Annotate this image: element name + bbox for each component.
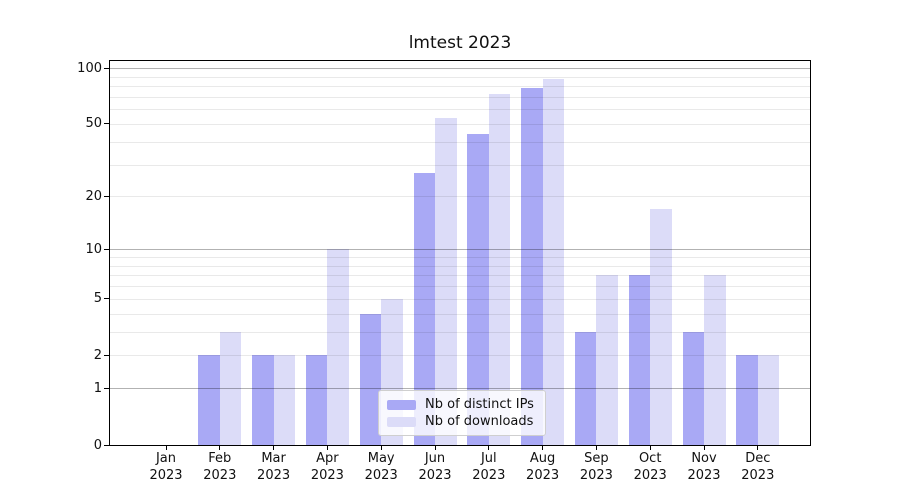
x-axis-tick bbox=[326, 445, 328, 450]
x-axis-tick-label: Oct 2023 bbox=[633, 451, 667, 483]
y-axis-tick-label: 1 bbox=[93, 380, 102, 396]
x-axis-tick-label: May 2023 bbox=[364, 451, 398, 483]
bar-downloads bbox=[542, 78, 565, 445]
legend-swatch-downloads bbox=[387, 416, 416, 427]
y-axis-tick-label: 2 bbox=[93, 347, 102, 363]
grid-line bbox=[110, 164, 810, 166]
y-axis-tick bbox=[104, 195, 110, 197]
bar-distinct-ips bbox=[628, 275, 651, 445]
grid-line bbox=[110, 76, 810, 78]
grid-line bbox=[110, 257, 810, 258]
bar-distinct-ips bbox=[198, 355, 220, 445]
x-axis-tick-label: Feb 2023 bbox=[203, 451, 237, 483]
grid-line bbox=[110, 196, 810, 198]
x-axis-tick-label: Jul 2023 bbox=[472, 451, 506, 483]
plot-area: Nb of distinct IPs Nb of downloads bbox=[109, 60, 811, 446]
x-axis-tick-label: Jun 2023 bbox=[418, 451, 452, 483]
x-axis-tick bbox=[219, 445, 221, 450]
y-axis-tick bbox=[104, 123, 110, 125]
grid-line bbox=[110, 68, 810, 70]
bar-distinct-ips bbox=[413, 172, 435, 445]
bar-distinct-ips bbox=[252, 355, 274, 445]
grid-line bbox=[110, 109, 810, 111]
x-axis-tick bbox=[542, 445, 544, 450]
bar-downloads bbox=[273, 355, 296, 445]
y-axis-tick-label: 100 bbox=[77, 60, 102, 76]
y-axis-tick bbox=[104, 387, 110, 389]
x-axis-tick-label: Nov 2023 bbox=[687, 451, 721, 483]
legend-label-distinct-ips: Nb of distinct IPs bbox=[425, 397, 534, 412]
x-axis-tick-label: Apr 2023 bbox=[310, 451, 344, 483]
bar-downloads bbox=[488, 93, 511, 445]
x-axis-tick-label: Sep 2023 bbox=[579, 451, 613, 483]
bar-downloads bbox=[219, 331, 242, 445]
legend-label-downloads: Nb of downloads bbox=[425, 414, 534, 429]
bar-downloads bbox=[435, 117, 457, 445]
legend-entry-distinct-ips: Nb of distinct IPs bbox=[387, 396, 537, 413]
bar-distinct-ips bbox=[521, 88, 543, 445]
x-axis-tick bbox=[488, 445, 490, 450]
x-axis-tick-label: Aug 2023 bbox=[526, 451, 560, 483]
x-axis-tick bbox=[649, 445, 651, 450]
y-axis-tick bbox=[104, 354, 110, 356]
x-axis-tick-label: Dec 2023 bbox=[741, 451, 775, 483]
x-axis-tick bbox=[595, 445, 597, 450]
y-axis-tick bbox=[104, 248, 110, 250]
x-axis-tick bbox=[273, 445, 275, 450]
bar-distinct-ips bbox=[359, 313, 382, 445]
grid-line bbox=[110, 355, 810, 357]
grid-line bbox=[110, 286, 810, 288]
x-axis-tick bbox=[757, 445, 759, 450]
bar-downloads bbox=[596, 275, 618, 445]
y-axis-tick-label: 10 bbox=[85, 241, 102, 257]
chart-title: lmtest 2023 bbox=[408, 33, 512, 53]
legend-swatch-distinct-ips bbox=[387, 399, 416, 410]
grid-line bbox=[110, 388, 810, 390]
bar-downloads bbox=[327, 249, 349, 445]
grid-line bbox=[110, 298, 810, 300]
bar-downloads bbox=[757, 355, 780, 445]
legend-entry-downloads: Nb of downloads bbox=[387, 413, 537, 430]
grid-line bbox=[110, 265, 810, 267]
bar-distinct-ips bbox=[467, 134, 489, 445]
y-axis-tick bbox=[104, 444, 110, 446]
x-axis-tick-label: Jan 2023 bbox=[149, 451, 183, 483]
y-axis-tick bbox=[104, 67, 110, 69]
axes-frame bbox=[109, 60, 811, 446]
grid-layer bbox=[110, 61, 810, 445]
y-axis-tick-label: 20 bbox=[85, 188, 102, 204]
bar-distinct-ips bbox=[736, 355, 758, 445]
grid-line bbox=[110, 331, 810, 333]
grid-line bbox=[110, 275, 810, 277]
y-axis-tick-label: 5 bbox=[93, 291, 102, 307]
grid-line bbox=[110, 313, 810, 315]
bar-downloads bbox=[704, 275, 726, 445]
x-axis-tick bbox=[703, 445, 705, 450]
legend: Nb of distinct IPs Nb of downloads bbox=[378, 390, 546, 436]
x-axis-tick bbox=[165, 445, 167, 450]
x-axis-tick bbox=[434, 445, 436, 450]
y-axis-tick bbox=[104, 298, 110, 300]
grid-line bbox=[110, 141, 810, 143]
x-axis-tick bbox=[380, 445, 382, 450]
grid-line bbox=[110, 123, 810, 125]
x-axis-tick-label: Mar 2023 bbox=[257, 451, 291, 483]
bar-distinct-ips bbox=[682, 331, 704, 445]
y-axis-tick-label: 0 bbox=[93, 437, 102, 453]
bar-distinct-ips bbox=[574, 331, 597, 445]
grid-line bbox=[110, 86, 810, 88]
grid-line bbox=[110, 96, 810, 98]
bar-downloads bbox=[650, 209, 672, 445]
y-axis-tick-label: 50 bbox=[85, 116, 102, 132]
bar-distinct-ips bbox=[305, 355, 328, 445]
grid-line bbox=[110, 249, 810, 251]
